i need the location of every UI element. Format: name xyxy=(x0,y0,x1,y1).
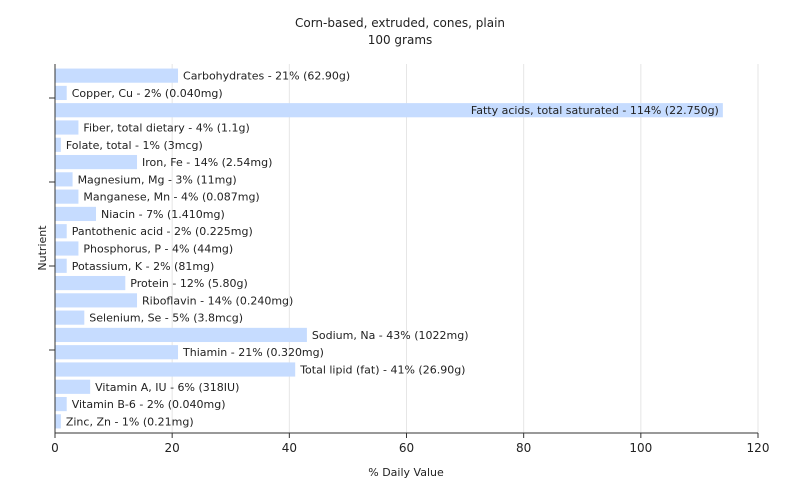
bar-label: Pantothenic acid - 2% (0.225mg) xyxy=(72,225,253,238)
bar xyxy=(55,68,179,83)
bar xyxy=(55,310,85,325)
bar xyxy=(55,154,138,170)
bar-label: Zinc, Zn - 1% (0.21mg) xyxy=(66,415,194,428)
bar xyxy=(55,293,138,308)
bar xyxy=(55,137,61,152)
bar-label: Folate, total - 1% (3mcg) xyxy=(66,139,203,152)
gridlines xyxy=(171,64,759,433)
x-tick-label: 40 xyxy=(282,441,297,455)
bar-label: Copper, Cu - 2% (0.040mg) xyxy=(72,87,223,100)
bar-label: Fatty acids, total saturated - 114% (22.… xyxy=(471,104,719,117)
bar xyxy=(55,241,79,256)
bar-label: Total lipid (fat) - 41% (26.90g) xyxy=(299,364,465,377)
x-tick-label: 0 xyxy=(51,441,59,455)
bars xyxy=(55,68,723,429)
bar-label: Carbohydrates - 21% (62.90g) xyxy=(183,70,350,83)
x-tick-label: 120 xyxy=(747,441,770,455)
bar xyxy=(55,275,126,291)
bar-label: Phosphorus, P - 4% (44mg) xyxy=(83,243,233,256)
bar xyxy=(55,120,79,135)
bar-label: Protein - 12% (5.80g) xyxy=(130,277,248,290)
bar xyxy=(55,327,307,343)
bar xyxy=(55,85,67,101)
bar-label: Potassium, K - 2% (81mg) xyxy=(72,260,215,273)
axes: 0 20 40 60 80 100 120 xyxy=(49,64,769,455)
bar-label: Selenium, Se - 5% (3.8mcg) xyxy=(89,312,243,325)
bar xyxy=(55,172,73,187)
bar-label: Riboflavin - 14% (0.240mg) xyxy=(142,294,293,307)
bar-label: Sodium, Na - 43% (1022mg) xyxy=(312,329,469,342)
bar xyxy=(55,345,179,360)
bar xyxy=(55,396,67,412)
bar-label: Magnesium, Mg - 3% (11mg) xyxy=(78,173,237,186)
bar-label: Vitamin B-6 - 2% (0.040mg) xyxy=(72,398,226,411)
x-tick-label: 80 xyxy=(516,441,531,455)
bar xyxy=(55,258,67,273)
chart-subtitle: 100 grams xyxy=(368,33,433,47)
bar-label: Iron, Fe - 14% (2.54mg) xyxy=(142,156,272,169)
bar xyxy=(55,206,97,222)
x-tick-label: 20 xyxy=(165,441,180,455)
bar-label: Thiamin - 21% (0.320mg) xyxy=(182,346,324,359)
bar xyxy=(55,189,79,204)
bar-label: Fiber, total dietary - 4% (1.1g) xyxy=(83,122,249,135)
bar-label: Vitamin A, IU - 6% (318IU) xyxy=(95,381,239,394)
bar xyxy=(55,414,61,429)
x-tick-label: 60 xyxy=(399,441,414,455)
bar-label: Manganese, Mn - 4% (0.087mg) xyxy=(83,191,259,204)
chart-title: Corn-based, extruded, cones, plain xyxy=(295,16,505,30)
bar-label: Niacin - 7% (1.410mg) xyxy=(101,208,225,221)
bar xyxy=(55,224,67,239)
bar-labels: Carbohydrates - 21% (62.90g) Copper, Cu -… xyxy=(66,70,719,429)
bar xyxy=(55,379,91,394)
bar xyxy=(55,362,296,377)
x-axis-label: % Daily Value xyxy=(368,466,444,479)
x-tick-label: 100 xyxy=(629,441,652,455)
y-axis-label: Nutrient xyxy=(36,225,49,271)
bar xyxy=(55,103,723,118)
